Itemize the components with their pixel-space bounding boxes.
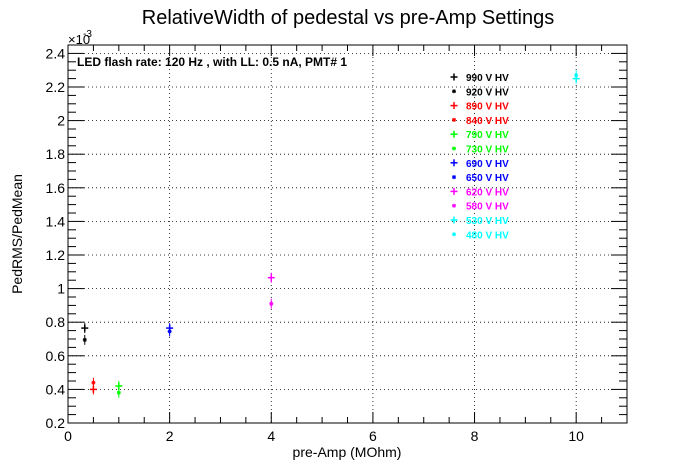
legend-label: 650 V HV [466,173,509,184]
y-axis-exponent: -3 [83,29,92,40]
marker-stroke [452,203,456,208]
axis-ticks [67,44,628,424]
legend-marker [452,232,456,237]
x-axis-title: pre-Amp (MOhm) [293,444,402,460]
y-tick-label: 0.2 [46,415,66,431]
legend-label: 730 V HV [466,145,509,156]
legend-marker [450,102,458,110]
x-tick-label: 2 [166,428,174,444]
y-tick-label: 0.8 [46,314,66,330]
legend-marker [450,187,458,195]
x-tick-label: 0 [64,428,72,444]
chart-annotation: LED flash rate: 120 Hz , with LL: 0.5 nA… [77,55,347,69]
legend-label: 580 V HV [466,202,509,213]
y-axis-multiplier: ×10 [68,32,90,47]
legend-label: 690 V HV [466,159,509,170]
legend-marker [452,146,456,151]
legend-label: 840 V HV [466,116,509,127]
chart-title: RelativeWidth of pedestal vs pre-Amp Set… [142,7,554,29]
y-tick-label: 1.6 [46,180,66,196]
tick-labels: 0 2 4 6 8 10 0.2 0.4 0.6 0.8 1 1.2 1.4 1.6 1.8 2 2.2 2.4 [46,45,585,444]
data-point [167,329,172,334]
legend-marker [452,89,456,94]
legend-label: 790 V HV [466,130,509,141]
legend-label: 620 V HV [466,187,509,198]
marker-stroke [452,118,456,122]
legend-marker [452,117,456,122]
legend-label: 530 V HV [466,216,509,227]
marker-stroke [452,175,456,179]
marker-stroke [452,89,456,94]
x-tick-label: 10 [568,428,584,444]
x-tick-label: 6 [369,428,377,444]
y-tick-label: 1.2 [46,247,66,263]
legend-label: 990 V HV [466,73,509,84]
y-tick-label: 1.4 [46,213,66,229]
y-tick-label: 0.4 [46,381,66,397]
data-point [81,324,89,332]
legend-marker [452,175,456,180]
y-tick-label: 1 [57,281,65,297]
marker-stroke [91,380,96,385]
y-tick-label: 2.2 [46,79,66,95]
data-points [81,70,580,398]
y-axis-title: PedRMS/PedMean [9,174,25,294]
x-tick-label: 8 [471,428,479,444]
data-point [82,337,87,342]
y-tick-label: 2 [57,113,65,129]
marker-stroke [269,301,274,306]
data-point [269,301,274,306]
legend-label: 480 V HV [466,230,509,241]
marker-stroke [116,390,121,395]
marker-stroke [167,329,172,334]
data-point [267,274,275,282]
legend-marker [450,130,458,138]
legend-label: 890 V HV [466,102,509,113]
x-tick-label: 4 [267,428,275,444]
data-point [116,390,121,395]
legend-marker [450,216,458,224]
y-tick-label: 0.6 [46,348,66,364]
y-tick-label: 2.4 [46,45,66,61]
marker-stroke [452,146,456,151]
legend-marker [450,73,458,81]
data-point [91,380,96,385]
marker-stroke [574,73,579,78]
legend-marker [452,203,456,208]
legend-label: 920 V HV [466,87,509,98]
marker-stroke [82,337,87,342]
legend: 990 V HV 920 V HV 890 V HV 840 V HV 790 V HV… [450,73,509,241]
legend-marker [450,159,458,167]
marker-stroke [452,232,456,237]
y-tick-label: 1.8 [46,146,66,162]
data-point [574,73,579,78]
